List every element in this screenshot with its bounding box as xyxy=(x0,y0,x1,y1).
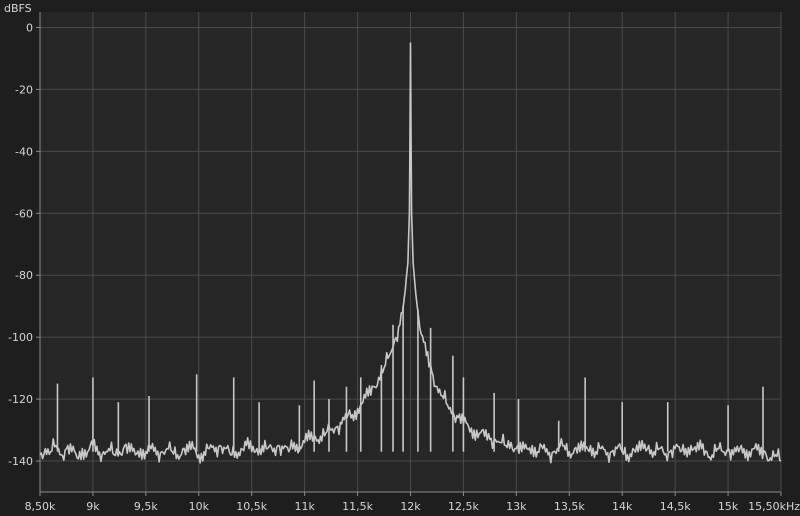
y-tick-label: -80 xyxy=(15,269,33,282)
y-tick-label: -60 xyxy=(15,207,33,220)
x-tick-label: 15k xyxy=(718,500,739,513)
x-tick-label: 8,50k xyxy=(25,500,56,513)
y-tick-label: -20 xyxy=(15,83,33,96)
y-tick-label: -100 xyxy=(8,331,33,344)
x-tick-label: 13,5k xyxy=(554,500,585,513)
axes xyxy=(36,12,782,496)
y-axis-unit-label: dBFS xyxy=(4,2,32,15)
x-tick-label: 15,50kHz xyxy=(748,500,800,513)
y-axis-ticks: 0 -20 -40 -60 -80 -100 -120 -140 xyxy=(8,21,33,468)
x-tick-label: 10,5k xyxy=(236,500,267,513)
x-tick-label: 14,5k xyxy=(660,500,691,513)
y-tick-label: -120 xyxy=(8,393,33,406)
y-tick-label: -140 xyxy=(8,455,33,468)
x-axis-ticks: 8,50k 9k 9,5k 10k 10,5k 11k 11,5k 12k 12,5k 13k 13… xyxy=(25,500,800,513)
x-tick-label: 11,5k xyxy=(342,500,373,513)
spectrum-trace xyxy=(39,42,782,464)
grid xyxy=(39,12,782,492)
x-tick-label: 9,5k xyxy=(134,500,158,513)
x-tick-label: 14k xyxy=(612,500,633,513)
y-tick-label: 0 xyxy=(26,21,33,34)
x-tick-label: 13k xyxy=(506,500,527,513)
x-tick-label: 12k xyxy=(400,500,421,513)
series xyxy=(39,42,782,464)
x-tick-label: 11k xyxy=(294,500,315,513)
x-tick-label: 10k xyxy=(189,500,210,513)
x-tick-label: 12,5k xyxy=(448,500,479,513)
x-tick-label: 9k xyxy=(86,500,100,513)
y-tick-label: -40 xyxy=(15,145,33,158)
